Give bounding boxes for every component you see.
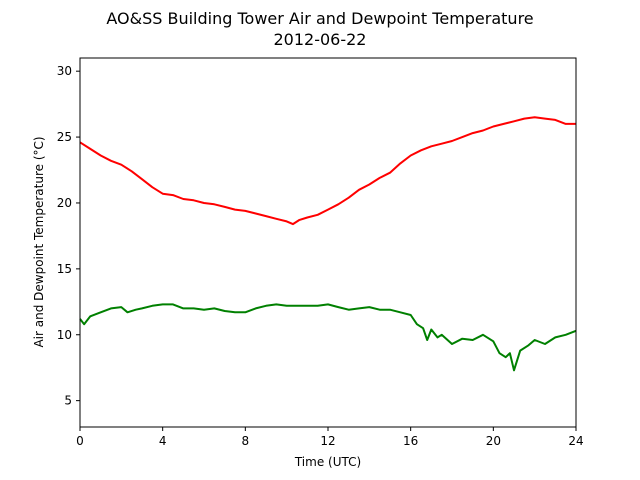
- chart-title: AO&SS Building Tower Air and Dewpoint Te…: [106, 9, 533, 28]
- y-ticks: 5 10 15 20 25 30: [57, 64, 80, 408]
- x-tick-label-5: 20: [486, 434, 501, 448]
- y-axis-label: Air and Dewpoint Temperature (°C): [32, 136, 46, 347]
- series-line-0: [79, 116, 576, 226]
- x-axis-label: Time (UTC): [294, 455, 361, 469]
- y-tick-label-1: 10: [57, 328, 72, 342]
- series-line-1: [79, 303, 577, 372]
- x-tick-label-4: 16: [403, 434, 418, 448]
- y-tick-label-0: 5: [64, 394, 72, 408]
- y-tick-label-3: 20: [57, 196, 72, 210]
- x-tick-label-0: 0: [76, 434, 84, 448]
- x-ticks: 0 4 8 12 16 20 24: [76, 427, 584, 448]
- y-tick-label-4: 25: [57, 130, 72, 144]
- y-tick-label-2: 15: [57, 262, 72, 276]
- x-tick-label-3: 12: [320, 434, 335, 448]
- x-tick-label-1: 4: [159, 434, 167, 448]
- chart-subtitle: 2012-06-22: [274, 30, 367, 49]
- y-tick-label-5: 30: [57, 64, 72, 78]
- series-layer: [79, 116, 577, 372]
- x-tick-label-6: 24: [568, 434, 583, 448]
- x-tick-label-2: 8: [242, 434, 250, 448]
